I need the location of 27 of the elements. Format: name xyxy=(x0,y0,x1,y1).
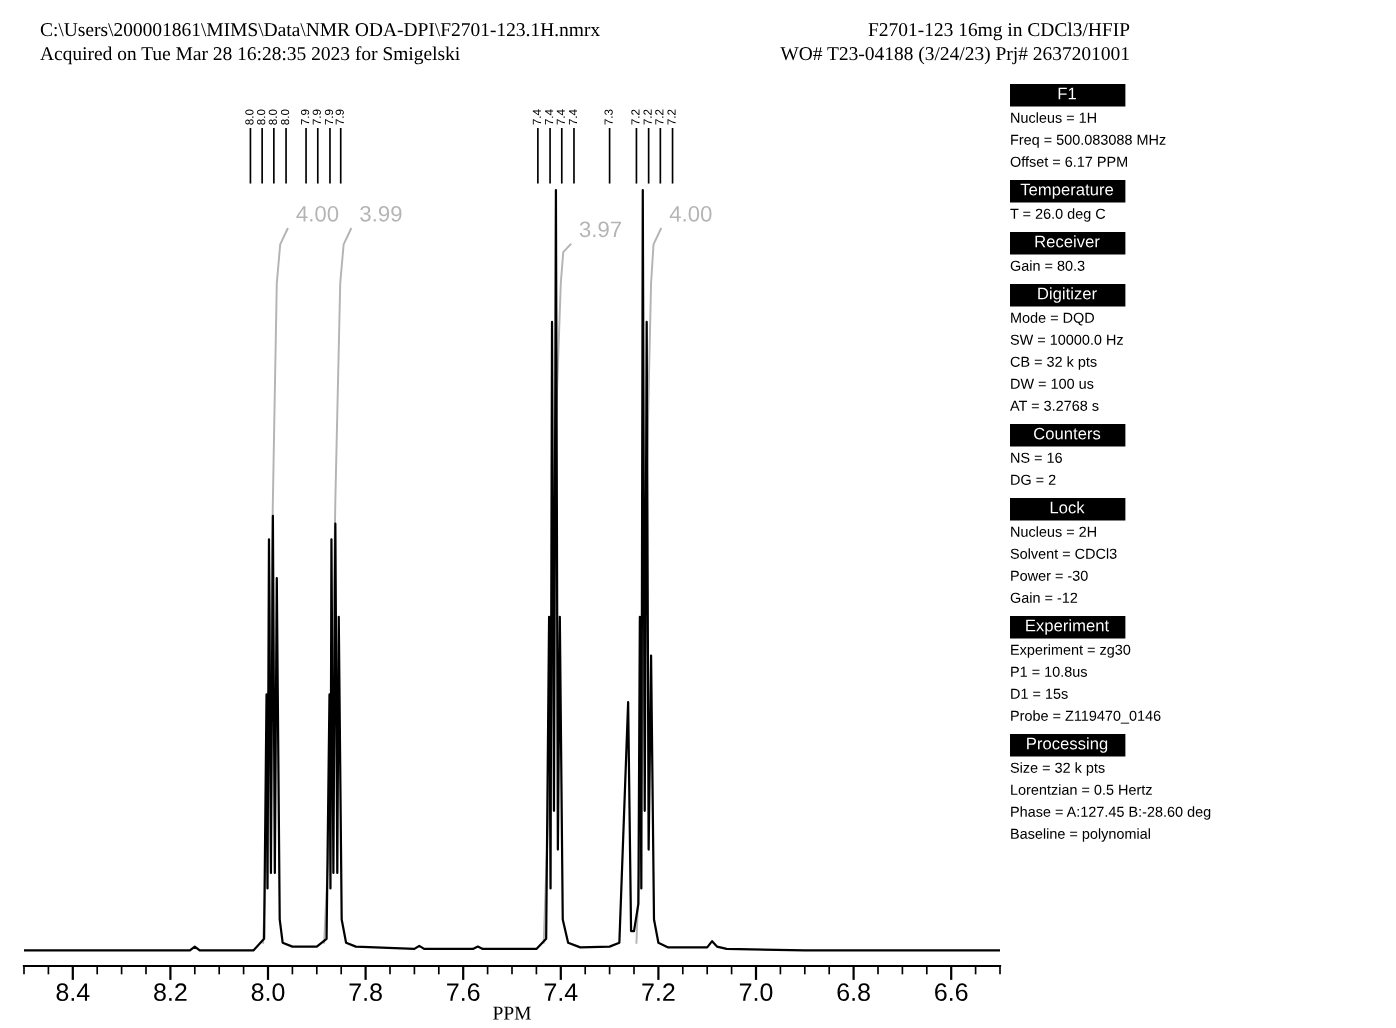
x-tick-label: 7.4 xyxy=(544,983,578,1001)
x-axis-title: PPM xyxy=(493,1006,531,1020)
series-label: 4.00 xyxy=(669,205,712,222)
x-tick-label: 7.0 xyxy=(739,983,773,1002)
x-tick-label: 6.6 xyxy=(935,983,968,1002)
x-tick-label: 8.4 xyxy=(56,983,90,1002)
text: Processing xyxy=(1027,737,1108,753)
text: Receiver xyxy=(1035,235,1100,248)
x-tick-label: 7.2 xyxy=(642,983,675,1001)
series-label: 3.97 xyxy=(579,221,622,238)
x-tick-label: 6.8 xyxy=(837,983,870,1002)
series-label: 3.99 xyxy=(360,205,402,222)
x-tick-label: 7.6 xyxy=(447,983,480,1002)
text: F2701-123 16mg in CDCl3/HFIP xyxy=(868,22,1130,41)
text: F1 xyxy=(1058,87,1076,100)
text: Counters xyxy=(1034,427,1101,440)
series-label: 4.00 xyxy=(296,205,339,222)
x-tick-label: 8.2 xyxy=(154,983,187,1002)
x-tick-label: 7.8 xyxy=(349,983,382,1002)
chart-title: C:\Users\200001861\MIMS\Data\NMR ODA-DPI\F2701-123.1H.nmrx xyxy=(40,23,600,37)
text: Lock xyxy=(1050,501,1085,514)
x-tick-label: 8.0 xyxy=(251,983,285,1002)
text: Temperature xyxy=(1020,183,1114,199)
text: Experiment xyxy=(1026,619,1110,635)
text: WO# T23-04188 (3/24/23) Prj# 2637201001 xyxy=(780,46,1129,65)
chart-subtitle: Acquired on Tue Mar 28 16:28:35 2023 for Smigelski xyxy=(40,46,460,65)
text: Digitizer xyxy=(1038,287,1097,303)
